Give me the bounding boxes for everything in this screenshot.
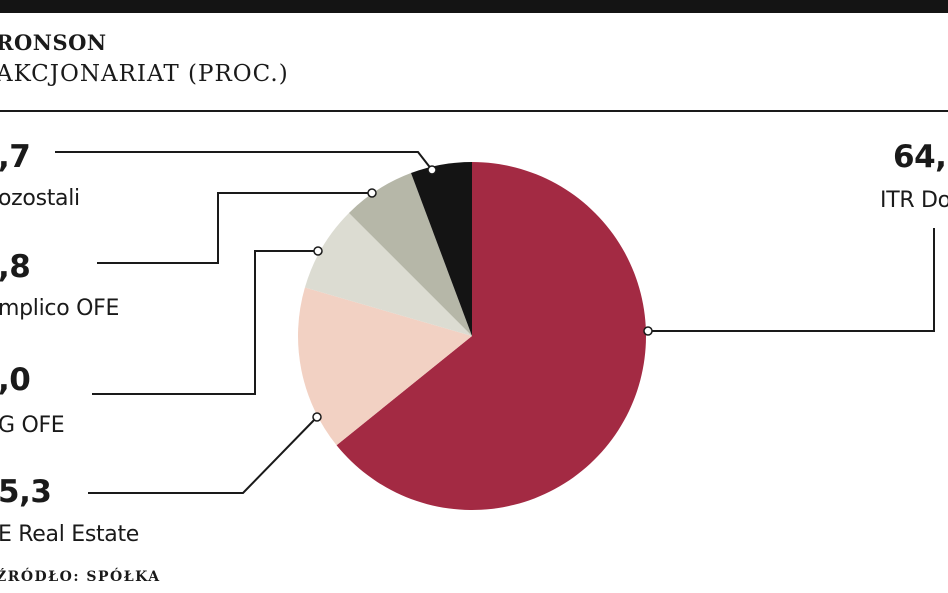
itr-value: 64, — [893, 139, 947, 175]
real-estate-label: E Real Estate — [0, 522, 140, 547]
leader-line-itr — [648, 228, 935, 332]
pie-slice-2 — [304, 212, 472, 336]
header-rule — [0, 110, 948, 112]
leader-line-aviva — [97, 192, 372, 264]
leader-dot-ing — [313, 246, 323, 256]
leader-line-pozostali — [55, 151, 433, 171]
leader-lines — [55, 151, 935, 494]
chart-title: RONSON — [0, 30, 107, 55]
pie-slice-1 — [298, 287, 472, 446]
real-estate-value: 5,3 — [0, 474, 52, 510]
source-note: ŹRÓDŁO: SPÓŁKA — [0, 569, 161, 585]
aviva-label: mplico OFE — [0, 296, 120, 321]
ing-value: ,0 — [0, 362, 31, 398]
pie-slice-3 — [348, 173, 472, 336]
leader-dot-real-estate — [312, 412, 322, 422]
pie-slice-4 — [411, 162, 472, 336]
leader-line-ing — [92, 250, 318, 395]
chart-subtitle: AKCJONARIAT (PROC.) — [0, 61, 289, 87]
aviva-value: ,8 — [0, 249, 31, 285]
top-bar — [0, 0, 948, 13]
pozostali-label: ozostali — [0, 186, 80, 211]
pie-slice-0 — [336, 162, 647, 510]
leader-dot-itr — [643, 326, 653, 336]
itr-label: ITR Do — [880, 188, 948, 213]
leader-dot-pozostali — [427, 165, 437, 175]
pie-slices — [298, 162, 647, 510]
leader-dots — [312, 165, 653, 422]
ing-label: G OFE — [0, 413, 65, 438]
pozostali-value: ,7 — [0, 139, 31, 175]
leader-line-real-estate — [88, 416, 318, 494]
leader-dot-aviva — [367, 188, 377, 198]
